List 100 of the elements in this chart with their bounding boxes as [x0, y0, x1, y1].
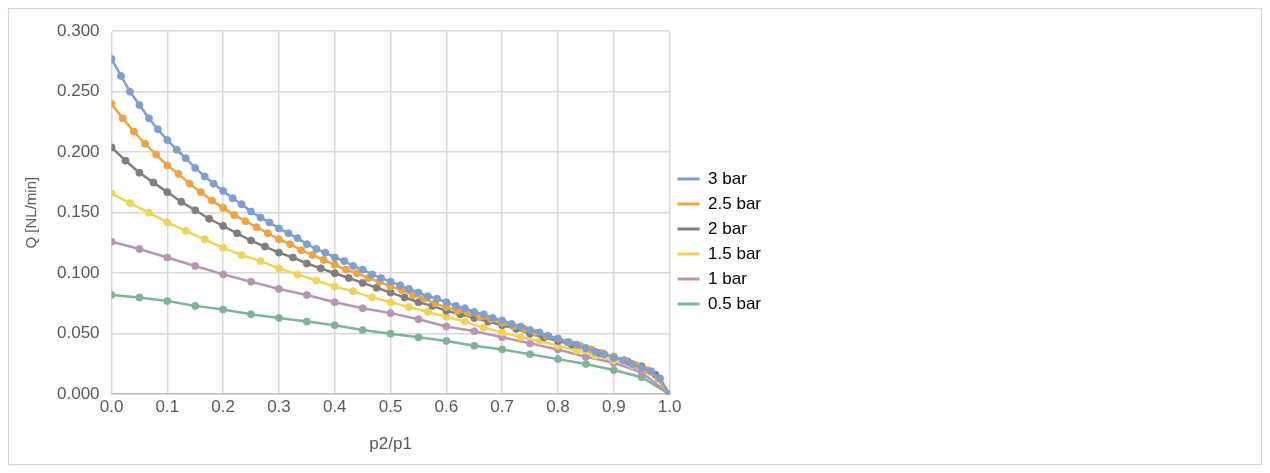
point	[121, 156, 130, 165]
point	[135, 245, 144, 253]
point	[400, 293, 409, 302]
x-tick-label: 1.0	[657, 397, 682, 417]
point	[368, 293, 377, 302]
x-tick-label: 0.6	[434, 397, 459, 417]
legend-label: 1 bar	[708, 268, 748, 288]
point	[308, 251, 317, 260]
point	[163, 297, 172, 306]
point	[330, 298, 339, 307]
point	[241, 217, 250, 226]
point	[341, 265, 350, 274]
point	[274, 284, 283, 293]
point	[149, 178, 158, 187]
point	[442, 336, 451, 345]
legend-label: 3 bar	[708, 168, 748, 188]
y-tick-label: 0.150	[56, 202, 100, 222]
point	[330, 321, 339, 330]
point	[581, 359, 590, 368]
point	[423, 307, 432, 316]
point	[353, 269, 362, 278]
point	[274, 313, 283, 322]
point	[261, 242, 269, 251]
point	[386, 309, 395, 318]
point	[263, 229, 272, 238]
legend-label: 2 bar	[708, 218, 748, 238]
point	[386, 298, 395, 307]
point	[470, 327, 479, 336]
x-tick-label: 0.0	[99, 397, 124, 417]
y-tick-label: 0.050	[56, 323, 100, 343]
point	[174, 169, 183, 178]
point	[288, 253, 297, 262]
x-tick-label: 0.4	[322, 397, 347, 417]
point	[141, 139, 150, 148]
point	[135, 168, 144, 177]
point	[274, 235, 283, 244]
point	[330, 269, 339, 278]
x-tick-label: 0.7	[490, 397, 514, 417]
point	[498, 345, 507, 354]
point	[372, 283, 381, 292]
point	[181, 226, 190, 235]
y-tick-label: 0.000	[56, 383, 100, 403]
point	[498, 328, 507, 337]
x-axis-title: p2/p1	[369, 434, 412, 454]
x-tick-label: 0.2	[211, 397, 235, 417]
point	[470, 341, 479, 350]
point	[219, 305, 228, 314]
point	[177, 197, 186, 206]
point	[191, 261, 200, 270]
point	[252, 223, 261, 232]
legend-label: 1.5 bar	[708, 243, 762, 263]
legend-label: 0.5 bar	[708, 293, 762, 313]
point	[460, 317, 469, 326]
point	[330, 260, 339, 269]
point	[286, 240, 295, 249]
point	[330, 282, 339, 291]
point	[191, 206, 200, 215]
point	[185, 179, 194, 188]
point	[135, 293, 144, 302]
point	[129, 127, 138, 136]
point	[247, 277, 256, 286]
point	[163, 253, 172, 262]
point	[163, 161, 172, 170]
point	[302, 317, 311, 326]
point	[414, 298, 423, 307]
point	[358, 278, 367, 287]
point	[414, 333, 423, 342]
point	[302, 290, 311, 299]
point	[349, 287, 358, 296]
point	[200, 235, 209, 244]
point	[312, 276, 321, 285]
point	[414, 315, 423, 324]
point	[274, 248, 283, 257]
x-tick-label: 0.8	[546, 397, 570, 417]
point	[191, 301, 200, 310]
point	[319, 255, 328, 264]
point	[358, 326, 367, 335]
point	[609, 366, 618, 374]
point	[274, 264, 283, 273]
x-tick-label: 0.9	[601, 397, 626, 417]
point	[256, 257, 265, 266]
point	[207, 196, 216, 205]
x-tick-label: 0.5	[378, 397, 403, 417]
point	[219, 222, 228, 231]
point	[316, 264, 325, 273]
point	[144, 208, 153, 217]
point	[516, 333, 525, 342]
point	[479, 323, 488, 332]
point	[205, 214, 214, 223]
y-tick-label: 0.100	[56, 262, 100, 282]
point	[233, 229, 242, 238]
point	[404, 303, 413, 312]
x-tick-label: 0.1	[155, 397, 180, 417]
x-tick-label: 0.3	[267, 397, 291, 417]
point	[293, 270, 302, 279]
point	[230, 211, 239, 220]
legend-label: 2.5 bar	[708, 193, 762, 213]
point	[302, 259, 311, 268]
point	[163, 188, 172, 197]
y-tick-label: 0.200	[56, 141, 100, 161]
